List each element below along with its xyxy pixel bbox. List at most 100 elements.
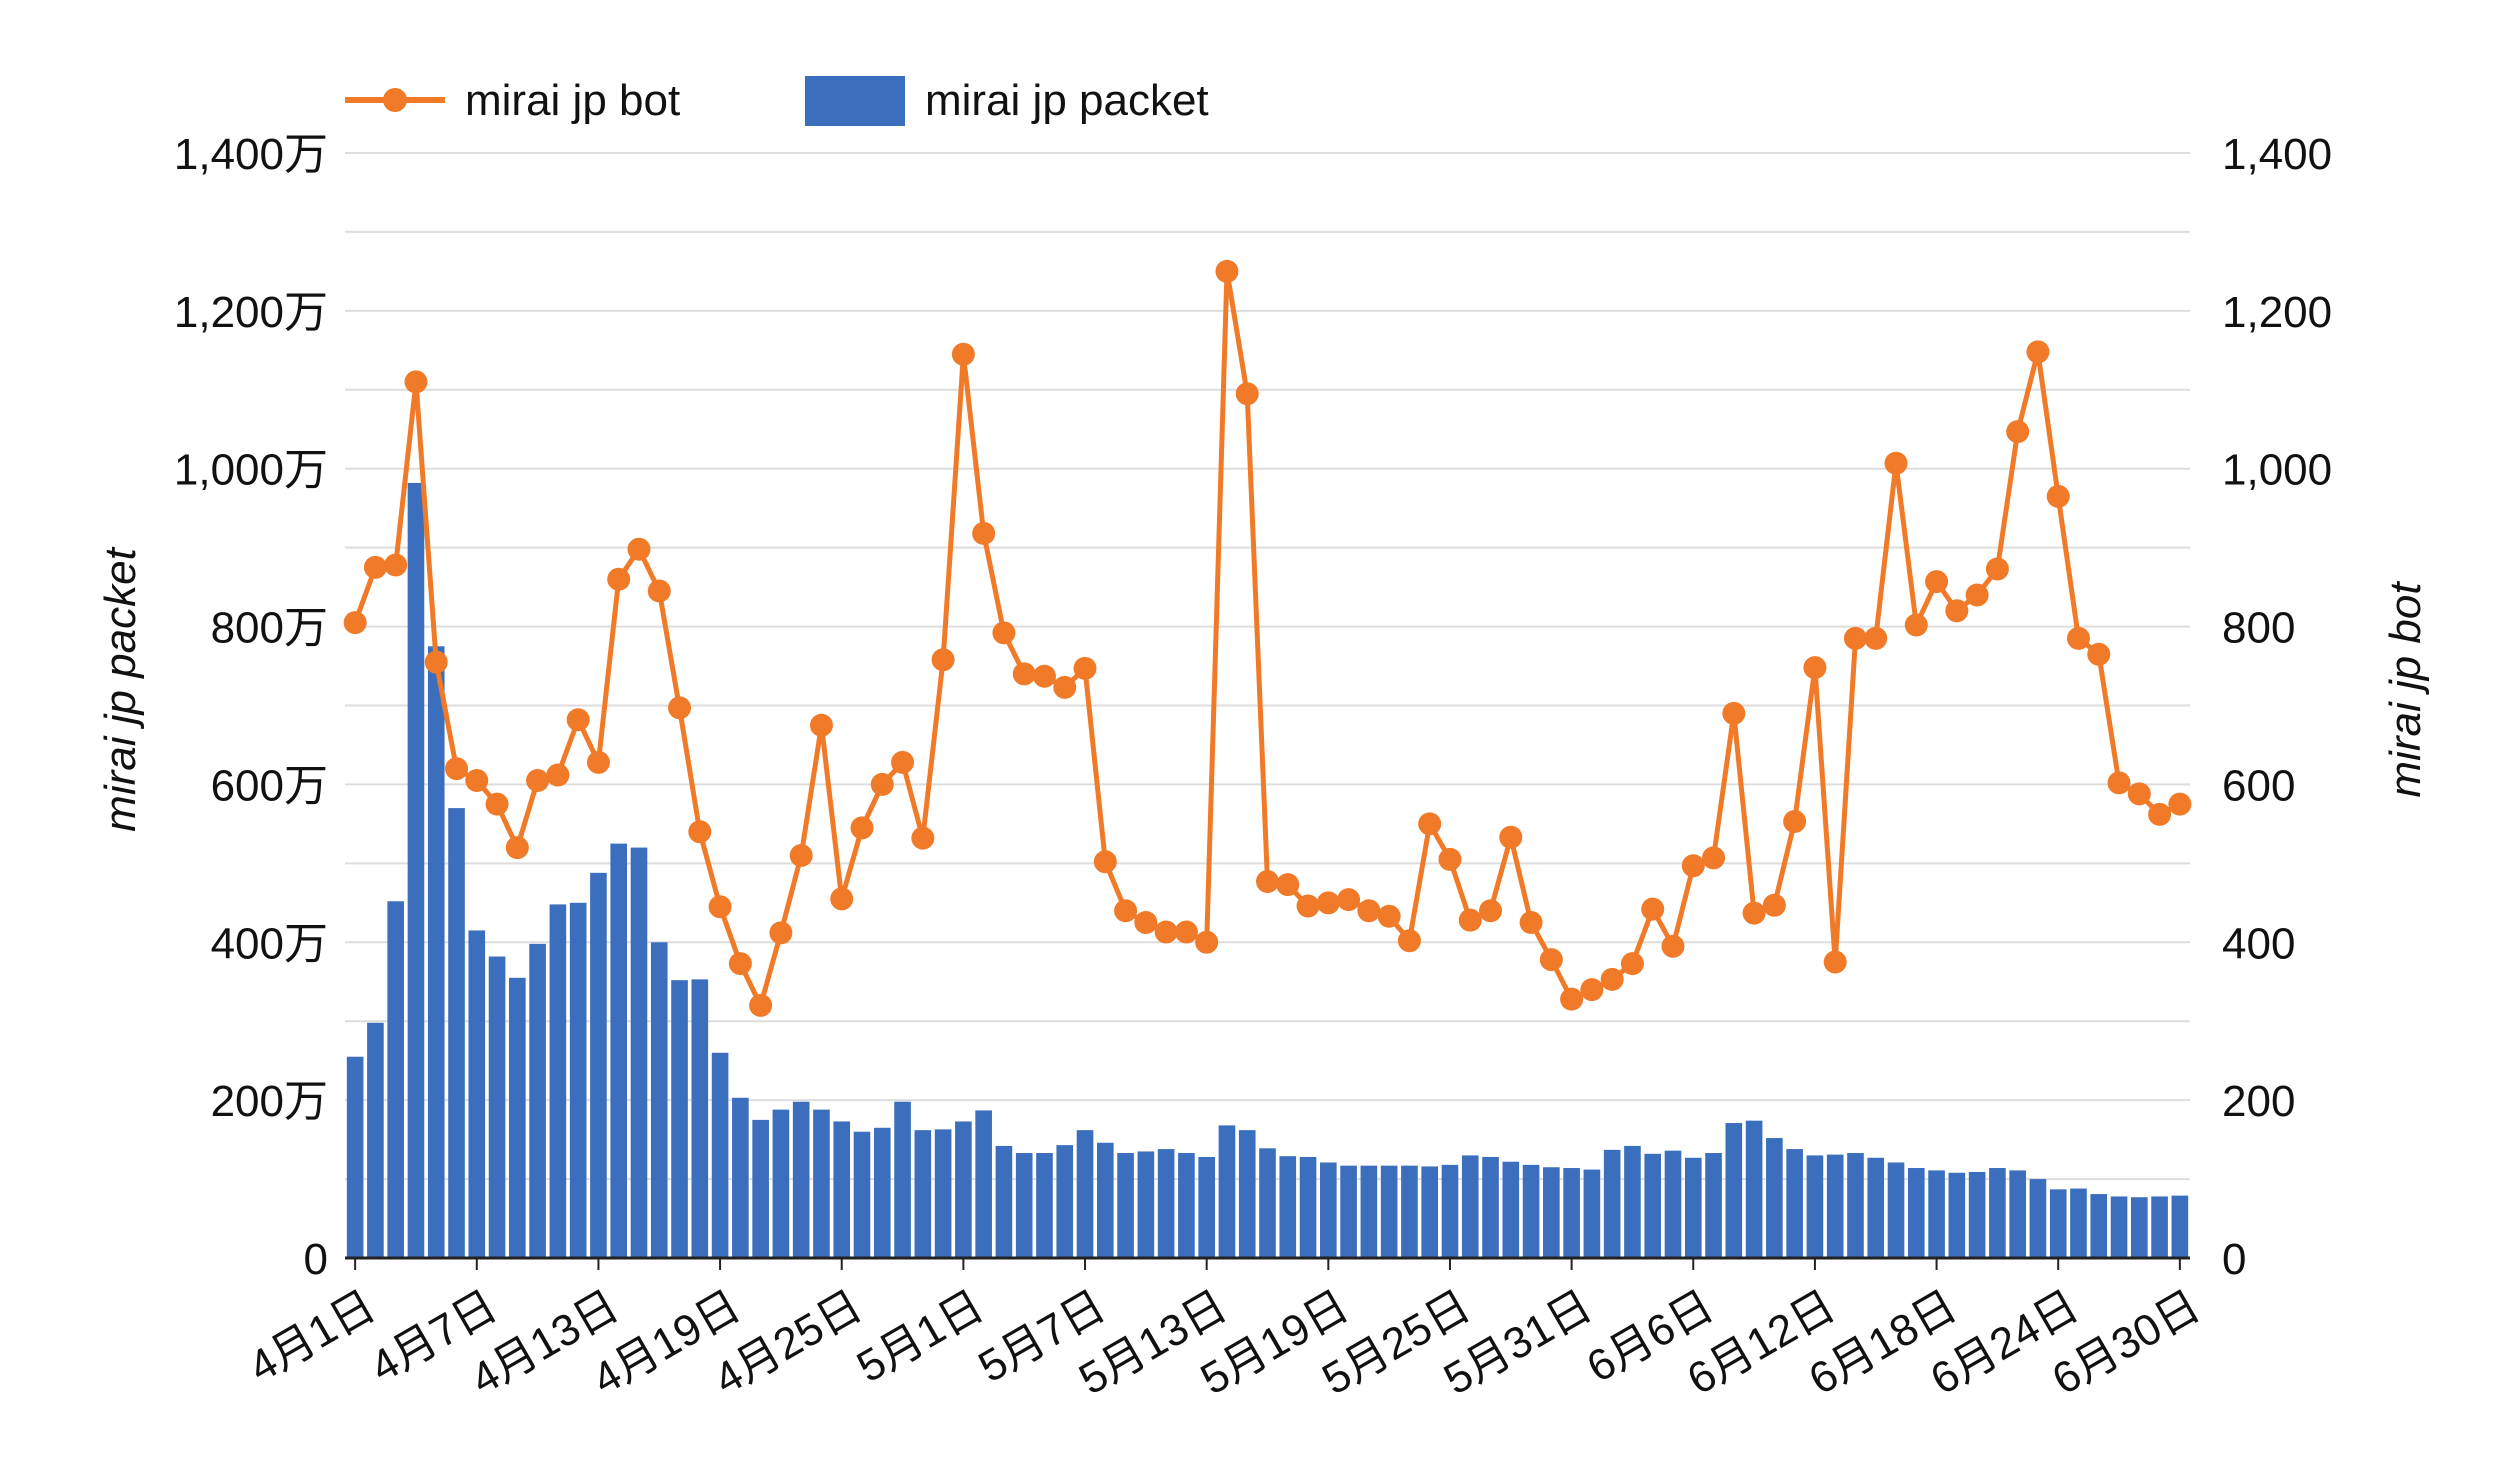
packet-bar bbox=[1157, 1149, 1175, 1258]
right-tick-label: 600 bbox=[2222, 761, 2295, 810]
packet-bar bbox=[1340, 1165, 1357, 1258]
packet-bars bbox=[346, 482, 2189, 1259]
bot-point bbox=[1803, 656, 1827, 680]
packet-bar bbox=[711, 1052, 729, 1258]
packet-bar bbox=[1664, 1150, 1682, 1258]
packet-bar bbox=[630, 847, 648, 1258]
bot-point bbox=[1843, 626, 1867, 650]
bot-point bbox=[769, 921, 793, 945]
right-tick-label: 1,400 bbox=[2222, 130, 2332, 179]
bot-point bbox=[809, 713, 833, 737]
packet-bar bbox=[529, 943, 546, 1258]
bot-point bbox=[1580, 978, 1604, 1002]
packet-bar bbox=[1907, 1168, 1925, 1258]
bot-point bbox=[891, 750, 915, 774]
bot-point bbox=[384, 553, 408, 577]
packet-bar bbox=[1705, 1153, 1722, 1258]
bot-point bbox=[972, 521, 996, 545]
packet-bar bbox=[833, 1121, 851, 1258]
bot-point bbox=[343, 611, 367, 635]
packet-bar bbox=[1644, 1153, 1662, 1258]
bot-point bbox=[1702, 846, 1726, 870]
bot-point bbox=[1925, 570, 1949, 594]
bot-point bbox=[1337, 888, 1361, 912]
left-tick-label: 200万 bbox=[211, 1077, 328, 1126]
packet-bar bbox=[1320, 1162, 1337, 1258]
right-tick-label: 1,000 bbox=[2222, 446, 2332, 495]
packet-bar bbox=[1482, 1156, 1499, 1258]
packet-bar bbox=[2049, 1189, 2067, 1258]
bot-point bbox=[1722, 701, 1746, 725]
bot-point bbox=[1458, 908, 1482, 932]
bot-point bbox=[1904, 613, 1928, 637]
bot-point bbox=[404, 370, 428, 394]
packet-bar bbox=[671, 980, 688, 1258]
legend-item-bot[interactable]: mirai jp bot bbox=[345, 76, 680, 125]
bot-point bbox=[911, 826, 935, 850]
bot-point bbox=[668, 696, 692, 720]
bot-point bbox=[1377, 904, 1401, 928]
right-axis-title: mirai jp bot bbox=[2381, 581, 2430, 798]
packet-bar bbox=[367, 1022, 384, 1258]
packet-bar bbox=[1502, 1161, 1520, 1258]
packet-bar bbox=[1036, 1153, 1053, 1258]
packet-bar bbox=[1989, 1168, 2006, 1258]
bot-point bbox=[830, 887, 854, 911]
packet-bar bbox=[1238, 1130, 1256, 1258]
bot-point bbox=[647, 579, 671, 603]
packet-bar bbox=[468, 930, 486, 1258]
bot-point bbox=[992, 621, 1016, 645]
bot-point bbox=[1012, 662, 1036, 686]
bot-point bbox=[363, 555, 387, 579]
legend: mirai jp bot mirai jp packet bbox=[345, 76, 1209, 126]
packet-bar bbox=[955, 1121, 972, 1258]
packet-bar bbox=[448, 808, 465, 1258]
bot-point bbox=[2168, 792, 2192, 816]
bot-point bbox=[1560, 987, 1584, 1011]
legend-bar-swatch bbox=[805, 76, 905, 126]
bot-point bbox=[1073, 656, 1097, 680]
bot-point bbox=[1357, 899, 1381, 923]
legend-label-packet: mirai jp packet bbox=[925, 76, 1209, 125]
bot-point bbox=[424, 650, 448, 674]
packet-bar bbox=[1198, 1156, 1215, 1258]
bot-point bbox=[2087, 642, 2111, 666]
packet-bar bbox=[590, 872, 607, 1258]
bot-point bbox=[1256, 870, 1279, 894]
bot-point bbox=[546, 763, 570, 787]
packet-bar bbox=[549, 904, 567, 1258]
bot-point bbox=[2107, 771, 2131, 795]
left-tick-label: 0 bbox=[304, 1235, 328, 1284]
packet-bar bbox=[1461, 1155, 1479, 1258]
packet-bar bbox=[2009, 1170, 2026, 1258]
left-tick-label: 400万 bbox=[211, 919, 328, 968]
bot-point bbox=[2066, 626, 2090, 650]
right-tick-label: 1,200 bbox=[2222, 288, 2332, 337]
packet-bar bbox=[2029, 1179, 2047, 1258]
bot-point bbox=[1418, 812, 1442, 836]
bot-point bbox=[1479, 899, 1503, 923]
packet-bar bbox=[732, 1097, 749, 1258]
left-tick-label: 800万 bbox=[211, 604, 328, 653]
packet-bar bbox=[1076, 1130, 1094, 1258]
packet-bar bbox=[1826, 1154, 1844, 1258]
x-tick-label: 4月1日 bbox=[241, 1281, 384, 1392]
bot-point bbox=[1681, 854, 1705, 878]
legend-item-packet[interactable]: mirai jp packet bbox=[805, 76, 1209, 126]
bot-point bbox=[2006, 420, 2030, 444]
bot-point bbox=[1641, 897, 1665, 921]
bot-point bbox=[1316, 891, 1340, 915]
packet-bar bbox=[2090, 1194, 2108, 1258]
packet-bar bbox=[1867, 1157, 1885, 1258]
packet-bar bbox=[1847, 1153, 1864, 1258]
packet-bar bbox=[1887, 1162, 1905, 1258]
packet-bar bbox=[2110, 1196, 2128, 1258]
packet-bar bbox=[346, 1056, 364, 1258]
packet-bar bbox=[407, 482, 425, 1259]
packet-bar bbox=[1603, 1149, 1621, 1258]
bot-series-line bbox=[352, 268, 2182, 1008]
left-tick-label: 1,400万 bbox=[174, 130, 328, 179]
bot-point bbox=[1965, 583, 1989, 607]
bot-point bbox=[850, 816, 874, 840]
